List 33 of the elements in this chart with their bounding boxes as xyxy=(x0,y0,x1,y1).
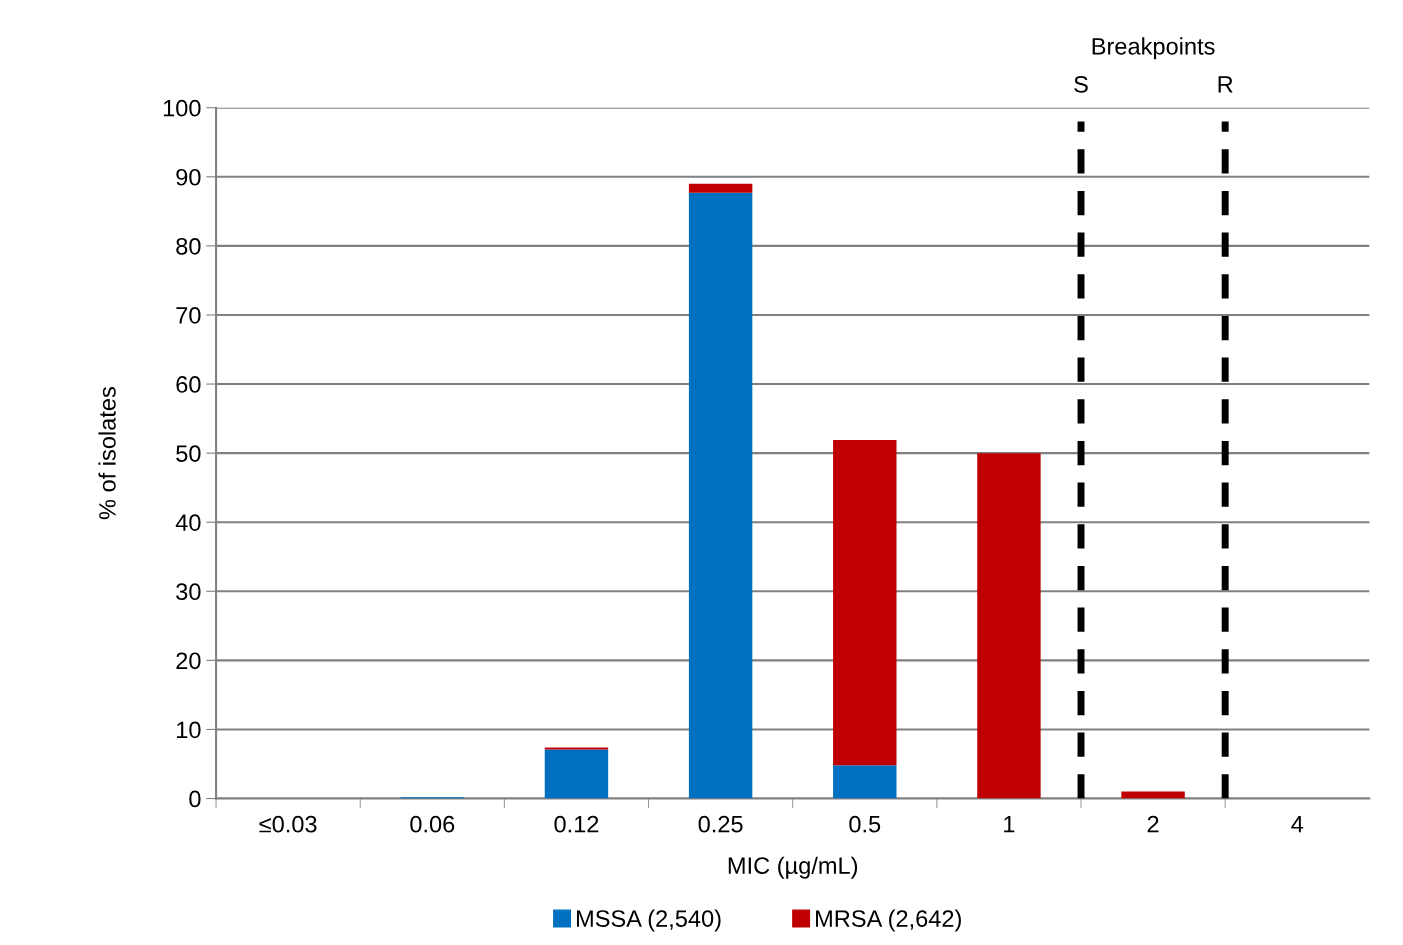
x-tick-label: 4 xyxy=(1291,816,1304,833)
x-tick-label: ≤0.03 xyxy=(259,815,317,833)
text: Breakpoints xyxy=(1092,37,1215,60)
y-tick-label: 10 xyxy=(177,721,201,739)
y-tick-label: 80 xyxy=(176,237,201,255)
y-tick-label: 30 xyxy=(176,583,201,601)
y-tick-label: 100 xyxy=(163,99,201,117)
text: S xyxy=(1074,75,1088,93)
bar xyxy=(688,192,753,799)
y-tick-label: 20 xyxy=(176,652,201,670)
y-tick-label: 50 xyxy=(176,445,201,462)
bar xyxy=(544,749,609,799)
x-axis-title: MIC (µg/mL) xyxy=(728,856,858,879)
y-tick-label: 0 xyxy=(189,790,201,808)
y-tick-label: 60 xyxy=(176,376,201,393)
x-tick-label: 2 xyxy=(1147,815,1159,833)
bar xyxy=(977,453,1041,799)
x-tick-label: 0.25 xyxy=(698,815,743,833)
y-tick-label: 90 xyxy=(176,168,201,186)
y-tick-label: 70 xyxy=(176,307,201,324)
bar xyxy=(833,440,897,766)
y-axis-title: % of isolates xyxy=(98,387,116,520)
x-tick-label: 1 xyxy=(1004,816,1015,833)
legend-label: MSSA (2,540) xyxy=(576,909,721,932)
legend-label: MRSA (2,642) xyxy=(816,909,961,932)
text: R xyxy=(1218,76,1233,93)
bar xyxy=(544,747,609,750)
x-tick-label: 0.5 xyxy=(849,815,881,833)
x-tick-label: 0.12 xyxy=(554,815,599,833)
bar xyxy=(833,765,897,799)
bar xyxy=(688,183,753,193)
y-tick-label: 40 xyxy=(175,514,201,531)
x-tick-label: 0.06 xyxy=(410,815,455,833)
